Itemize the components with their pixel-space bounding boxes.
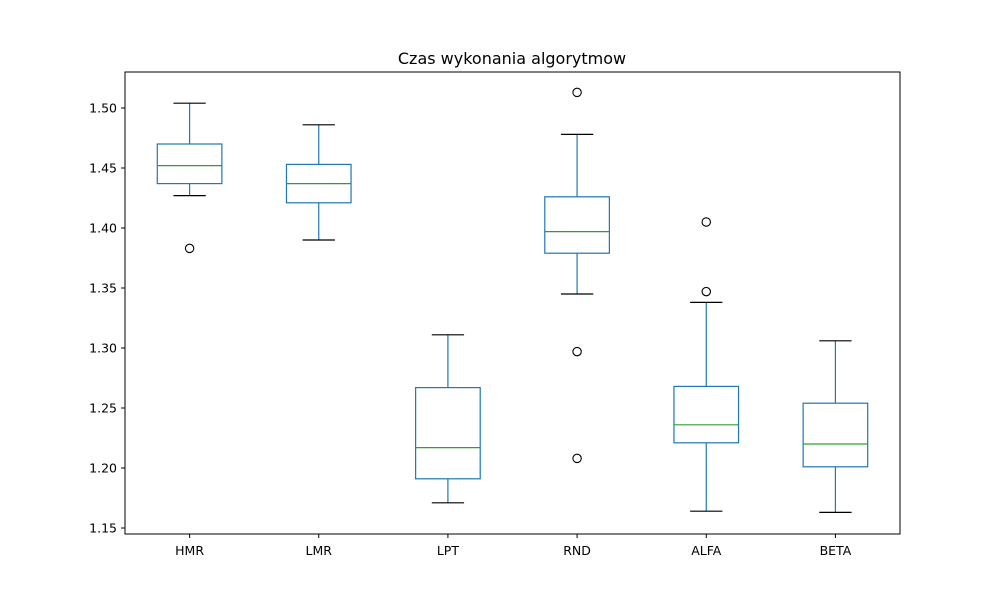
box-iqr — [802, 402, 869, 468]
y-tick-label: 1.30 — [89, 341, 117, 356]
box-hmr — [156, 102, 223, 254]
y-tick-label: 1.35 — [89, 281, 117, 296]
chart-title: Czas wykonania algorytmow — [398, 49, 626, 68]
box-alfa — [673, 217, 740, 512]
x-tick-label-lpt: LPT — [437, 543, 460, 558]
x-tick-label-beta: BETA — [820, 543, 852, 558]
outlier-point — [701, 286, 711, 297]
y-tick-label: 1.15 — [89, 521, 117, 536]
x-axis: HMR LMR LPT RND ALFA BETA — [175, 534, 852, 558]
outlier-point — [184, 243, 195, 254]
outlier-point — [701, 217, 711, 227]
y-tick-label: 1.25 — [89, 401, 117, 416]
plot-area — [156, 87, 869, 514]
outlier-point — [572, 346, 582, 357]
box-iqr — [544, 196, 610, 254]
box-lpt — [415, 334, 481, 504]
x-tick-label-hmr: HMR — [175, 543, 204, 558]
outlier-point — [572, 87, 582, 98]
axes-frame — [124, 71, 901, 535]
y-tick-label: 1.20 — [89, 461, 117, 476]
box-rnd — [544, 87, 610, 464]
y-tick-label: 1.50 — [89, 101, 117, 116]
y-axis: 1.15 1.20 1.25 1.30 1.35 1.40 1.45 1.50 — [89, 101, 125, 536]
y-tick-label: 1.45 — [89, 161, 117, 176]
outlier-point — [572, 453, 582, 464]
x-tick-label-rnd: RND — [563, 543, 591, 558]
box-iqr — [673, 385, 740, 444]
box-lmr — [285, 124, 352, 241]
box-iqr — [415, 387, 481, 480]
x-tick-label-alfa: ALFA — [691, 543, 722, 558]
box-beta — [802, 340, 869, 514]
box-iqr — [156, 143, 223, 185]
x-tick-label-lmr: LMR — [306, 543, 333, 558]
y-tick-label: 1.40 — [89, 221, 117, 236]
